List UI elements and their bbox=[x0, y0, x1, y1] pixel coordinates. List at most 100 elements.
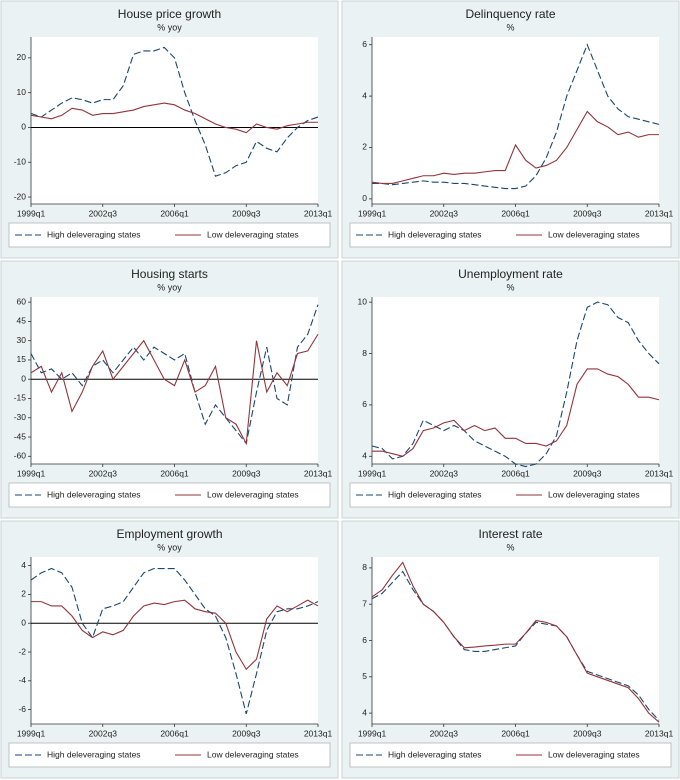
y-tick-label: 0 bbox=[21, 373, 26, 383]
y-tick-label: 15 bbox=[17, 354, 27, 364]
series-line bbox=[30, 304, 319, 445]
x-tick-label: 1999q1 bbox=[17, 208, 46, 218]
y-tick-label: 10 bbox=[358, 296, 368, 306]
legend-label: High deleveraging states bbox=[47, 489, 141, 499]
chart-title: Delinquency rate bbox=[465, 7, 555, 21]
plot-area bbox=[372, 297, 659, 464]
legend-box bbox=[8, 482, 331, 508]
y-tick-label: 7 bbox=[362, 598, 367, 608]
x-tick-label: 2006q1 bbox=[501, 728, 530, 738]
plot-area bbox=[372, 557, 659, 724]
x-tick-label: 1999q1 bbox=[358, 728, 387, 738]
legend-label: Low deleveraging states bbox=[207, 229, 299, 239]
chart-title: Employment growth bbox=[116, 527, 222, 541]
panel: Housing starts% yoy -60 -45 -30 -15 0 15 30 45 60… bbox=[0, 260, 339, 519]
y-tick-label: 4 bbox=[362, 451, 367, 461]
chart-subtitle: % yoy bbox=[157, 282, 182, 292]
legend-box bbox=[349, 742, 672, 768]
legend-label: High deleveraging states bbox=[47, 229, 141, 239]
plot-area bbox=[372, 37, 659, 204]
y-tick-label: 2 bbox=[362, 142, 367, 152]
x-tick-label: 2002q3 bbox=[430, 468, 459, 478]
y-tick-label: -60 bbox=[14, 451, 27, 461]
legend-box bbox=[8, 742, 331, 768]
y-tick-label: 5 bbox=[362, 671, 367, 681]
y-tick-label: 20 bbox=[17, 52, 27, 62]
legend-box bbox=[349, 222, 672, 248]
y-tick-label: -30 bbox=[14, 412, 27, 422]
x-tick-label: 2009q3 bbox=[573, 728, 602, 738]
y-tick-label: -15 bbox=[14, 393, 27, 403]
x-tick-label: 2013q1 bbox=[645, 208, 674, 218]
y-tick-label: -4 bbox=[18, 675, 26, 685]
y-tick-label: 4 bbox=[362, 90, 367, 100]
legend: High deleveraging states Low deleveraging… bbox=[8, 222, 331, 248]
chart-title: Unemployment rate bbox=[458, 267, 563, 281]
chart-subtitle: % bbox=[506, 542, 514, 552]
x-tick-label: 2013q1 bbox=[304, 468, 333, 478]
y-tick-label: 30 bbox=[17, 335, 27, 345]
x-tick-label: 2002q3 bbox=[89, 468, 118, 478]
y-tick-label: 0 bbox=[21, 122, 26, 132]
x-tick-label: 2009q3 bbox=[573, 468, 602, 478]
x-tick-label: 2013q1 bbox=[304, 728, 333, 738]
x-tick-label: 2009q3 bbox=[232, 728, 261, 738]
y-tick-label: 10 bbox=[17, 87, 27, 97]
series-line bbox=[371, 561, 660, 723]
plot-area bbox=[31, 557, 318, 724]
chart-title: Housing starts bbox=[131, 267, 208, 281]
panel: House price growth% yoy -20 -10 0 10 20 1999q1… bbox=[0, 0, 339, 259]
x-tick-label: 1999q1 bbox=[17, 468, 46, 478]
chart-title: Interest rate bbox=[478, 527, 542, 541]
panel: Unemployment rate% 4 6 8 10 1999q1 2002q3 2006q… bbox=[341, 260, 680, 519]
panel: Employment growth% yoy -6 -4 -2 0 2 4 1999q1 200… bbox=[0, 520, 339, 779]
x-tick-label: 2002q3 bbox=[430, 728, 459, 738]
x-tick-label: 1999q1 bbox=[17, 728, 46, 738]
y-tick-label: 4 bbox=[21, 560, 26, 570]
y-tick-label: -6 bbox=[18, 704, 26, 714]
x-tick-label: 2006q1 bbox=[501, 208, 530, 218]
series-line bbox=[372, 43, 660, 190]
y-tick-label: -2 bbox=[18, 646, 26, 656]
y-tick-label: 6 bbox=[362, 635, 367, 645]
series-line bbox=[371, 570, 660, 721]
chart-subtitle: % bbox=[506, 22, 514, 32]
x-tick-label: 2013q1 bbox=[304, 208, 333, 218]
panel: Interest rate% 4 5 6 7 8 1999q1 2002q3 2006q1 200… bbox=[341, 520, 680, 779]
x-tick-label: 2013q1 bbox=[645, 728, 674, 738]
series-line bbox=[30, 102, 318, 134]
legend-label: Low deleveraging states bbox=[548, 489, 640, 499]
y-tick-label: 6 bbox=[362, 399, 367, 409]
chart-subtitle: % yoy bbox=[157, 22, 182, 32]
legend-label: High deleveraging states bbox=[47, 749, 141, 759]
plot-area bbox=[31, 297, 318, 464]
legend-label: Low deleveraging states bbox=[548, 229, 640, 239]
x-tick-label: 2006q1 bbox=[501, 468, 530, 478]
legend-label: Low deleveraging states bbox=[548, 749, 640, 759]
chart-subtitle: % bbox=[506, 282, 514, 292]
x-tick-label: 2009q3 bbox=[573, 208, 602, 218]
y-tick-label: 0 bbox=[21, 617, 26, 627]
series-line bbox=[30, 567, 319, 715]
x-tick-label: 2006q1 bbox=[160, 208, 189, 218]
legend-label: Low deleveraging states bbox=[207, 749, 299, 759]
x-tick-label: 2006q1 bbox=[160, 728, 189, 738]
chart-title: House price growth bbox=[118, 7, 221, 21]
y-tick-label: 8 bbox=[362, 562, 367, 572]
legend-label: Low deleveraging states bbox=[207, 489, 299, 499]
x-tick-label: 2002q3 bbox=[430, 208, 459, 218]
y-tick-label: 6 bbox=[362, 39, 367, 49]
y-tick-label: 2 bbox=[21, 589, 26, 599]
plot-area bbox=[31, 37, 318, 204]
series-line bbox=[31, 599, 319, 671]
x-tick-label: 2013q1 bbox=[645, 468, 674, 478]
panel: Delinquency rate% 0 2 4 6 1999q1 2002q3 2006q1 2… bbox=[341, 0, 680, 259]
y-tick-label: 0 bbox=[362, 193, 367, 203]
x-tick-label: 1999q1 bbox=[358, 468, 387, 478]
legend: High deleveraging states Low deleveraging… bbox=[8, 482, 331, 508]
x-tick-label: 2002q3 bbox=[89, 208, 118, 218]
legend: High deleveraging states Low deleveraging… bbox=[349, 222, 672, 248]
y-tick-label: -45 bbox=[14, 431, 27, 441]
